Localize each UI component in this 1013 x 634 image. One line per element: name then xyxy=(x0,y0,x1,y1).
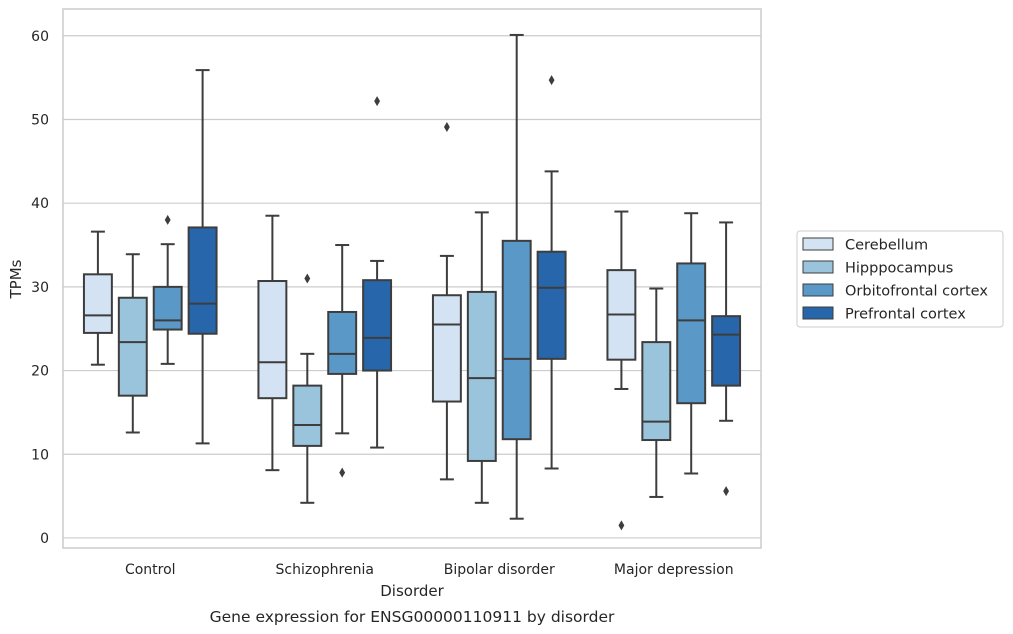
box-prefrontal-cortex xyxy=(711,221,742,497)
box-body xyxy=(187,226,218,335)
legend-swatch xyxy=(802,283,834,297)
outlier-point xyxy=(548,75,555,86)
box-body xyxy=(466,290,497,462)
box-cerebellum xyxy=(82,230,113,366)
legend: Cerebellum Hipppocampus Orbitofrontal cort… xyxy=(796,230,1004,328)
box-body xyxy=(536,250,567,360)
legend-swatch xyxy=(802,306,834,320)
box-plot-series xyxy=(82,33,742,531)
x-tick-label: Schizophrenia xyxy=(276,562,374,578)
box-orbitofrontal-cortex xyxy=(152,214,183,365)
box-body xyxy=(501,239,532,441)
outlier-point xyxy=(618,520,625,531)
box-body xyxy=(711,315,742,387)
y-tick-label: 20 xyxy=(31,364,49,380)
x-tick-label: Major depression xyxy=(614,562,734,578)
box-body xyxy=(117,296,148,397)
box-prefrontal-cortex xyxy=(536,75,567,470)
legend-swatch xyxy=(802,260,834,274)
chart-caption: Gene expression for ENSG00000110911 by d… xyxy=(210,608,615,626)
legend-entry-label: Hipppocampus xyxy=(845,261,953,277)
y-axis-label: TPMs xyxy=(7,259,25,299)
plot-frame xyxy=(62,8,762,549)
box-cerebellum xyxy=(257,214,288,472)
legend-entry-label: Orbitofrontal cortex xyxy=(845,284,988,300)
legend-swatch xyxy=(802,237,834,251)
y-tick-label: 0 xyxy=(40,531,49,547)
box-body xyxy=(362,279,393,372)
x-tick-label: Control xyxy=(125,562,176,578)
box-hipppocampus xyxy=(292,273,323,504)
box-hipppocampus xyxy=(641,287,672,498)
box-cerebellum xyxy=(606,210,637,531)
box-body xyxy=(152,285,183,331)
box-body xyxy=(431,294,462,403)
outlier-point xyxy=(164,214,171,225)
box-body xyxy=(327,310,358,375)
box-orbitofrontal-cortex xyxy=(501,33,532,520)
box-body xyxy=(676,262,707,405)
box-body xyxy=(292,384,323,447)
y-tick-label: 30 xyxy=(31,280,49,296)
outlier-point xyxy=(443,122,450,133)
outlier-point xyxy=(339,467,346,478)
y-tick-label: 60 xyxy=(31,29,49,45)
outlier-point xyxy=(304,273,311,284)
y-tick-label: 50 xyxy=(31,112,49,128)
y-axis-ticks: 0 10 20 30 40 50 60 xyxy=(31,29,49,547)
box-orbitofrontal-cortex xyxy=(676,212,707,475)
box-hipppocampus xyxy=(466,211,497,504)
x-axis-label: Disorder xyxy=(380,582,444,600)
legend-entry-label: Prefrontal cortex xyxy=(845,307,966,323)
box-body xyxy=(641,341,672,442)
y-tick-label: 10 xyxy=(31,447,49,463)
outlier-point xyxy=(723,486,730,497)
y-tick-label: 40 xyxy=(31,196,49,212)
box-orbitofrontal-cortex xyxy=(327,244,358,478)
x-axis-ticks: Control Schizophrenia Bipolar disorder Majo… xyxy=(125,562,734,578)
legend-entry-label: Cerebellum xyxy=(845,238,928,254)
box-body xyxy=(82,273,113,334)
box-prefrontal-cortex xyxy=(187,69,218,445)
outlier-point xyxy=(374,96,381,107)
box-prefrontal-cortex xyxy=(362,96,393,449)
legend-frame xyxy=(796,230,1004,328)
box-cerebellum xyxy=(431,122,462,481)
x-tick-label: Bipolar disorder xyxy=(444,562,555,578)
box-body xyxy=(257,280,288,400)
box-hipppocampus xyxy=(117,253,148,434)
